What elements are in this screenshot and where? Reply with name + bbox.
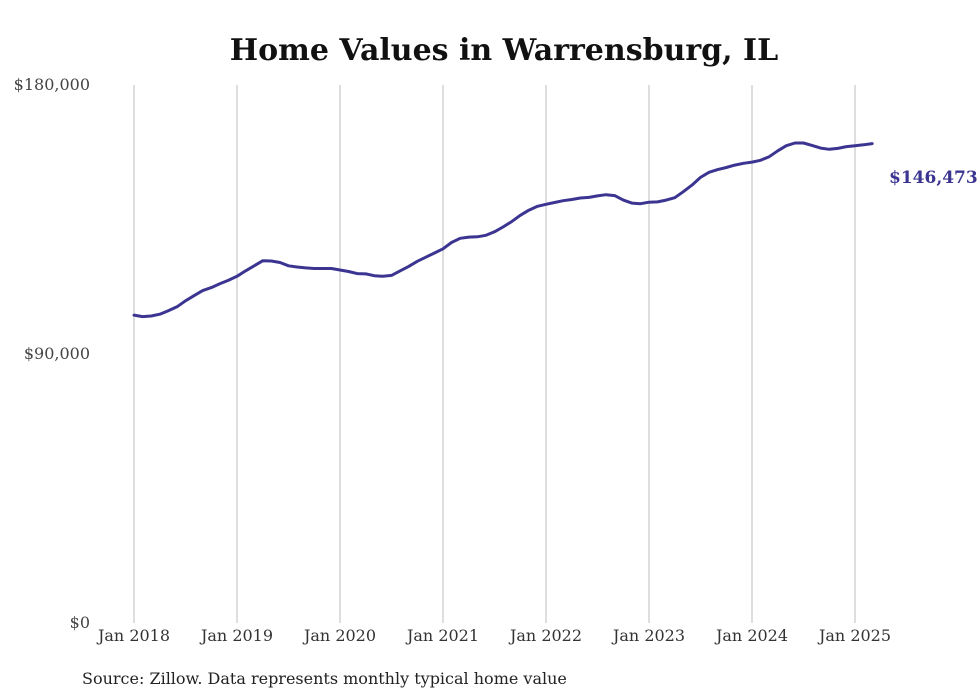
x-tick-label: Jan 2022 [508, 626, 582, 645]
source-note: Source: Zillow. Data represents monthly … [82, 669, 567, 688]
x-tick-label: Jan 2020 [302, 626, 376, 645]
y-tick-label: $90,000 [24, 344, 90, 363]
end-value-label: $146,473 [889, 168, 978, 188]
gridlines [133, 85, 856, 623]
y-tick-label: $0 [70, 613, 90, 632]
x-tick-label: Jan 2024 [714, 626, 788, 645]
series-layer [132, 141, 874, 319]
x-tick-label: Jan 2023 [611, 626, 685, 645]
y-axis: $0 $90,000 $180,000 [14, 75, 90, 632]
chart-title: Home Values in Warrensburg, IL [230, 33, 778, 68]
x-axis: Jan 2018 Jan 2019 Jan 2020 Jan 2021 Jan 2022… [96, 626, 891, 645]
x-tick-label: Jan 2021 [405, 626, 479, 645]
x-tick-label: Jan 2025 [817, 626, 891, 645]
y-tick-label: $180,000 [14, 75, 90, 94]
x-tick-label: Jan 2019 [199, 626, 273, 645]
x-tick-label: Jan 2018 [96, 626, 170, 645]
series-line-0 [132, 141, 874, 319]
